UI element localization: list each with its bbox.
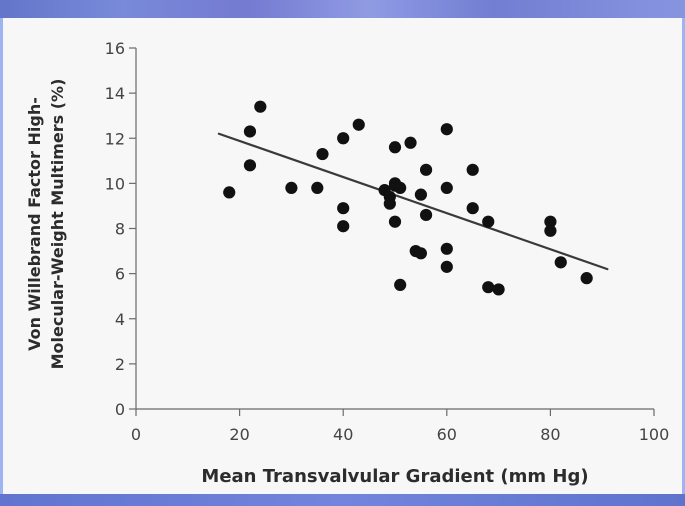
data-point [414, 188, 427, 201]
data-point [466, 163, 479, 176]
data-point [285, 181, 298, 194]
x-axis-label: Mean Transvalvular Gradient (mm Hg) [201, 466, 588, 487]
x-tick-label: 60 [437, 425, 457, 444]
left-border [0, 18, 3, 494]
data-point [404, 136, 417, 149]
data-point [580, 272, 593, 285]
data-point [223, 186, 236, 199]
y-tick-label: 2 [115, 355, 125, 374]
data-point [394, 181, 407, 194]
top-decorative-band [0, 0, 685, 18]
labels-layer: Mean Transvalvular Gradient (mm Hg) Von … [25, 79, 589, 487]
data-point [337, 220, 350, 233]
data-point [388, 141, 402, 154]
data-point [482, 215, 495, 228]
data-point [388, 215, 402, 228]
data-point [337, 202, 350, 215]
data-point [311, 181, 324, 194]
y-tick-label: 8 [115, 220, 125, 239]
y-tick-label: 0 [115, 400, 125, 419]
data-point [440, 181, 453, 194]
data-point [544, 215, 557, 228]
trendline-layer [217, 132, 609, 271]
data-point [492, 283, 505, 296]
x-tick-label: 0 [131, 425, 141, 444]
data-point [419, 208, 433, 222]
y-axis-label-line-1: Von Willebrand Factor High- [25, 97, 44, 351]
y-tick-label: 10 [105, 174, 125, 193]
trendline [217, 132, 609, 271]
y-tick-label: 12 [105, 129, 125, 148]
data-point [383, 197, 396, 210]
data-point [316, 147, 329, 161]
data-point [394, 278, 407, 292]
x-tick-label: 80 [540, 425, 560, 444]
data-point [440, 123, 453, 136]
y-axis-label-line-2: Molecular-Weight Multimers (%) [48, 79, 67, 370]
data-point [243, 159, 257, 172]
y-tick-label: 14 [105, 84, 125, 103]
data-point [482, 281, 495, 294]
data-point [352, 118, 365, 131]
y-tick-label: 16 [105, 39, 125, 58]
y-tick-label: 6 [115, 265, 125, 284]
axes-layer [135, 48, 654, 410]
points-layer [223, 100, 593, 296]
data-point [466, 202, 479, 215]
data-point [337, 132, 350, 145]
right-border [682, 18, 685, 494]
x-tick-label: 100 [639, 425, 670, 444]
bottom-decorative-band [0, 494, 685, 506]
y-tick-label: 4 [115, 310, 125, 329]
x-tick-label: 20 [229, 425, 249, 444]
data-point [243, 125, 257, 138]
data-point [419, 163, 433, 176]
data-point [554, 256, 567, 269]
data-point [414, 247, 427, 260]
data-point [254, 100, 267, 113]
data-point [440, 260, 453, 273]
ticks-layer: 0 2 4 6 8 10 12 14 16 0 20 40 60 80 100 [105, 39, 670, 444]
data-point [440, 242, 453, 255]
x-tick-label: 40 [333, 425, 353, 444]
data-point [544, 224, 557, 237]
